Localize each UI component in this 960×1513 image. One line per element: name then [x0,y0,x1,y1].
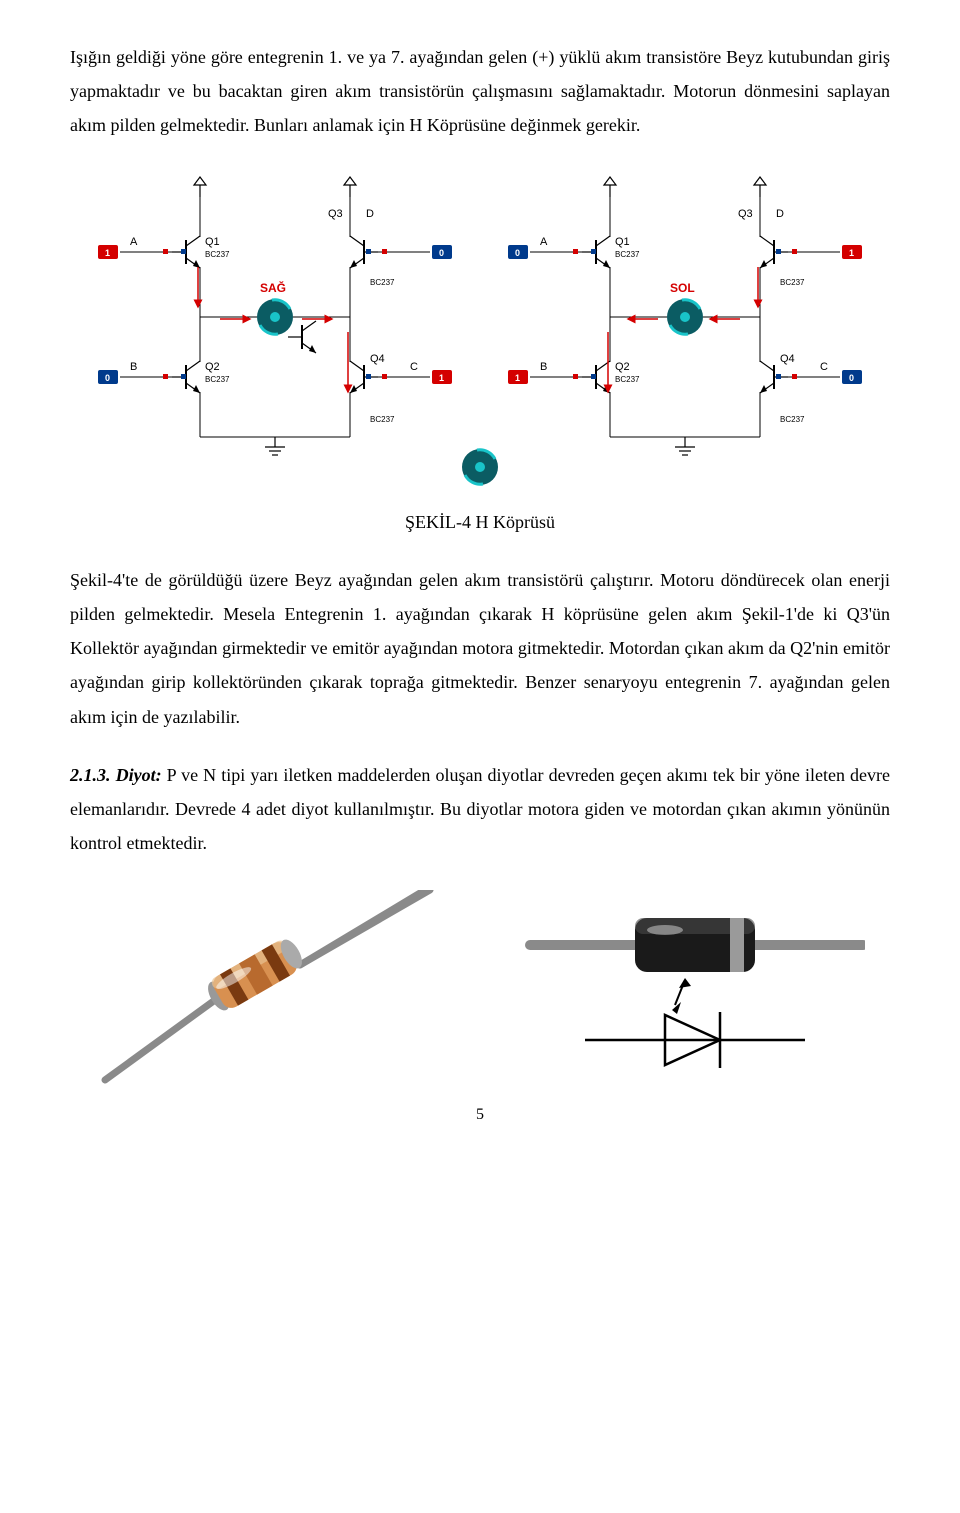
label-bc237: BC237 [370,415,395,424]
intro-paragraph: Işığın geldiği yöne göre entegrenin 1. v… [70,40,890,143]
label-a-left: A [130,236,138,248]
paragraph-2: Şekil-4'te de görüldüğü üzere Beyz ayağı… [70,563,890,734]
figure-4-caption: ŞEKİL-4 H Köprüsü [70,505,890,539]
pin-b-left: 0 [105,373,110,383]
label-bc237: BC237 [780,278,805,287]
label-a-right: A [540,236,548,248]
label-b-right: B [540,361,547,373]
label-bc237: BC237 [615,375,640,384]
section-title: Diyot: [116,765,162,785]
pin-a-left: 1 [105,248,110,258]
label-bc237: BC237 [615,250,640,259]
label-q2-left: Q2 [205,361,220,373]
label-q4-right: Q4 [780,353,795,365]
pin-a-right: 0 [515,248,520,258]
label-q2-right: Q2 [615,361,630,373]
label-bc237: BC237 [370,278,395,287]
label-bc237: BC237 [780,415,805,424]
label-bc237: BC237 [205,250,230,259]
label-b-left: B [130,361,137,373]
pin-c-right: 0 [849,373,854,383]
figure-4-h-bridge: Q1 BC237 Q3 BC237 SAĞ Q2 BC237 Q4 BC237 [70,167,890,487]
label-d-right: D [776,208,784,220]
label-q3-right: Q3 [738,208,753,220]
label-q1-left: Q1 [205,236,220,248]
section-body: P ve N tipi yarı iletken maddelerden olu… [70,765,890,853]
label-d-left: D [366,208,374,220]
label-c-left: C [410,361,418,373]
label-c-right: C [820,361,828,373]
label-q4-left: Q4 [370,353,385,365]
pin-b-right: 1 [515,373,520,383]
glass-diode-photo [70,890,460,1090]
label-sag: SAĞ [260,280,286,295]
black-diode-photo [500,890,890,1090]
pin-d-left: 0 [439,248,444,258]
page-number: 5 [70,1100,890,1130]
label-bc237: BC237 [205,375,230,384]
section-number: 2.1.3. [70,765,111,785]
label-sol: SOL [670,281,695,295]
section-2-1-3: 2.1.3. Diyot: P ve N tipi yarı iletken m… [70,758,890,861]
label-q1-right: Q1 [615,236,630,248]
diode-photos-row [70,890,890,1090]
label-q3-left: Q3 [328,208,343,220]
pin-d-right: 1 [849,248,854,258]
pin-c-left: 1 [439,373,444,383]
